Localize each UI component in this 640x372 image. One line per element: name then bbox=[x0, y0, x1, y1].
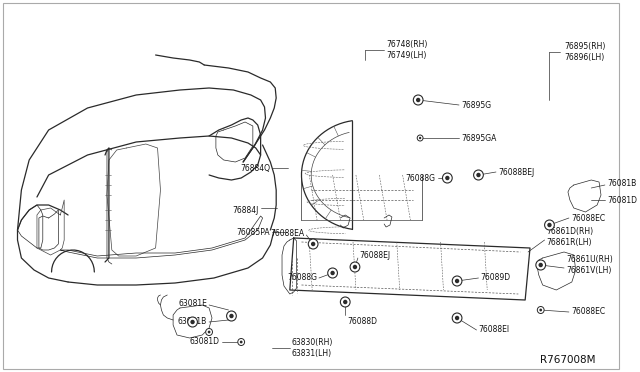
Circle shape bbox=[208, 331, 211, 333]
Text: 76088EJ: 76088EJ bbox=[360, 250, 391, 260]
Circle shape bbox=[474, 170, 483, 180]
Text: 63081B: 63081B bbox=[178, 317, 207, 327]
Text: R767008M: R767008M bbox=[540, 355, 595, 365]
Text: 76088EI: 76088EI bbox=[479, 326, 509, 334]
Circle shape bbox=[476, 173, 481, 177]
Circle shape bbox=[540, 309, 542, 311]
Circle shape bbox=[240, 341, 243, 343]
Circle shape bbox=[455, 316, 460, 320]
Text: 76088EC: 76088EC bbox=[571, 214, 605, 222]
Text: 76884Q: 76884Q bbox=[241, 164, 270, 173]
Circle shape bbox=[538, 263, 543, 267]
Circle shape bbox=[419, 137, 421, 139]
Text: 76088EC: 76088EC bbox=[571, 308, 605, 317]
Circle shape bbox=[340, 297, 350, 307]
Text: 76088G: 76088G bbox=[406, 173, 436, 183]
Text: 76861D(RH)
76861R(LH): 76861D(RH) 76861R(LH) bbox=[547, 227, 594, 247]
Circle shape bbox=[547, 223, 552, 227]
Text: 76085PA: 76085PA bbox=[237, 228, 270, 237]
Circle shape bbox=[416, 98, 420, 102]
Circle shape bbox=[545, 220, 554, 230]
Text: 76089D: 76089D bbox=[481, 273, 511, 282]
Circle shape bbox=[308, 239, 318, 249]
Circle shape bbox=[311, 242, 316, 246]
Circle shape bbox=[445, 176, 449, 180]
Circle shape bbox=[238, 339, 244, 346]
Text: 63081E: 63081E bbox=[179, 298, 207, 308]
Circle shape bbox=[417, 135, 423, 141]
Circle shape bbox=[330, 271, 335, 275]
Text: 76895G: 76895G bbox=[461, 100, 491, 109]
Circle shape bbox=[350, 262, 360, 272]
Circle shape bbox=[227, 311, 236, 321]
Circle shape bbox=[538, 307, 544, 314]
Text: 76088G: 76088G bbox=[287, 273, 317, 282]
Circle shape bbox=[413, 95, 423, 105]
Circle shape bbox=[452, 276, 462, 286]
Text: 76088BEJ: 76088BEJ bbox=[498, 167, 534, 176]
Text: 76884J: 76884J bbox=[232, 205, 259, 215]
Text: 76088EA: 76088EA bbox=[270, 228, 305, 237]
Circle shape bbox=[455, 279, 460, 283]
Text: 63830(RH)
63831(LH): 63830(RH) 63831(LH) bbox=[292, 338, 333, 358]
Circle shape bbox=[536, 260, 545, 270]
Circle shape bbox=[452, 313, 462, 323]
Text: 76895(RH)
76896(LH): 76895(RH) 76896(LH) bbox=[564, 42, 605, 62]
Circle shape bbox=[188, 317, 197, 327]
Circle shape bbox=[229, 314, 234, 318]
Text: 76081D: 76081D bbox=[607, 196, 637, 205]
Circle shape bbox=[205, 328, 212, 336]
Circle shape bbox=[343, 300, 348, 304]
Circle shape bbox=[328, 268, 337, 278]
Text: 76081B: 76081B bbox=[607, 179, 636, 187]
Circle shape bbox=[442, 173, 452, 183]
Circle shape bbox=[190, 320, 195, 324]
Text: 76748(RH)
76749(LH): 76748(RH) 76749(LH) bbox=[386, 40, 428, 60]
Text: 76861U(RH)
76861V(LH): 76861U(RH) 76861V(LH) bbox=[566, 255, 612, 275]
Text: 76895GA: 76895GA bbox=[461, 134, 497, 142]
Circle shape bbox=[353, 265, 357, 269]
Text: 76088D: 76088D bbox=[347, 317, 377, 326]
Text: 63081D: 63081D bbox=[190, 337, 220, 346]
